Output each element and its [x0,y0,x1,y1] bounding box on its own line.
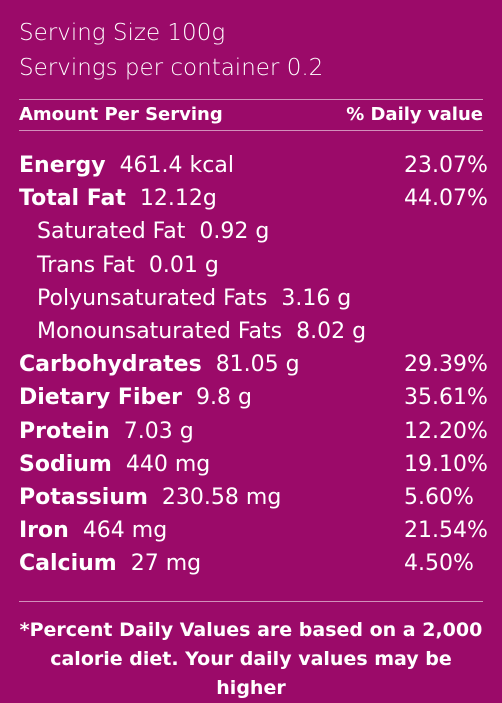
footnote-line-2: calorie diet. Your daily values may be h… [50,648,452,700]
nutrient-name: Polyunsaturated Fats [37,285,268,311]
nutrient-label: Total Fat 12.12g [19,186,217,211]
nutrient-row: Polyunsaturated Fats 3.16 g [19,282,483,315]
nutrient-name: Total Fat [19,186,126,212]
nutrient-name: Monounsaturated Fats [37,318,283,344]
nutrient-label: Polyunsaturated Fats 3.16 g [37,286,351,311]
nutrient-daily-value: 4.50% [404,551,474,577]
nutrient-amount: 12.12g [139,186,217,212]
nutrient-daily-value: 19.10% [404,451,488,477]
nutrient-name: Energy [19,153,106,178]
nutrient-label: Dietary Fiber 9.8 g [19,385,252,410]
nutrient-row: Energy 461.4 kcal 23.07% [19,149,488,182]
nutrient-row: Iron 464 mg 21.54% [19,514,488,547]
nutrient-daily-value: 29.39% [404,352,488,378]
nutrient-list: Energy 461.4 kcal 23.07% Total Fat 12.12g 4… [19,149,488,580]
nutrient-amount: 230.58 mg [161,484,282,510]
nutrient-amount: 9.8 g [196,385,252,411]
nutrient-name: Calcium [19,551,117,577]
nutrient-name: Iron [19,518,69,544]
nutrient-label: Calcium 27 mg [19,551,201,576]
nutrient-row: Potassium 230.58 mg 5.60% [19,481,483,514]
nutrient-label: Carbohydrates 81.05 g [19,352,300,377]
servings-per-container: Servings per container 0.2 [19,55,324,81]
nutrient-amount: 3.16 g [281,285,352,311]
nutrient-name: Potassium [19,484,148,510]
nutrient-row: Dietary Fiber 9.8 g 35.61% [19,381,488,414]
nutrient-row: Carbohydrates 81.05 g 29.39% [19,348,488,381]
nutrient-amount: 0.92 g [199,219,270,245]
nutrient-row: Protein 7.03 g 12.20% [19,415,488,448]
divider-top [19,99,483,100]
nutrition-facts-panel: Serving Size 100g Servings per container… [19,20,488,699]
nutrient-daily-value: 5.60% [404,484,474,510]
nutrient-label: Iron 464 mg [19,518,167,543]
nutrient-daily-value: 23.07% [404,153,488,178]
nutrient-row: Trans Fat 0.01 g [19,249,483,282]
footnote-line-1: *Percent Daily Values are based on a 2,0… [19,619,483,642]
nutrient-amount: 461.4 kcal [119,153,234,178]
nutrient-row: Saturated Fat 0.92 g [19,215,483,248]
nutrient-name: Sodium [19,451,112,477]
amount-per-serving-label: Amount Per Serving [19,104,223,125]
nutrient-label: Potassium 230.58 mg [19,485,281,510]
nutrient-row: Monounsaturated Fats 8.02 g [19,315,483,348]
nutrient-label: Energy 461.4 kcal [19,153,234,178]
nutrient-name: Saturated Fat [37,219,186,245]
nutrient-amount: 27 mg [130,551,202,577]
nutrient-row: Total Fat 12.12g 44.07% [19,182,488,215]
nutrient-daily-value: 21.54% [404,518,488,544]
nutrient-amount: 440 mg [125,451,211,477]
daily-value-label: % Daily value [346,104,483,125]
nutrient-row: Sodium 440 mg 19.10% [19,448,488,481]
nutrient-name: Protein [19,418,110,444]
serving-size: Serving Size 100g [19,20,226,46]
table-header: Amount Per Serving % Daily value [19,100,483,130]
nutrient-daily-value: 12.20% [404,418,488,444]
divider-header [19,130,483,131]
divider-bottom [19,601,483,603]
nutrient-daily-value: 35.61% [404,385,488,411]
nutrient-amount: 81.05 g [215,352,300,378]
nutrient-amount: 7.03 g [123,418,194,444]
nutrient-label: Saturated Fat 0.92 g [37,219,269,244]
footnote: *Percent Daily Values are based on a 2,0… [19,602,483,703]
nutrient-name: Dietary Fiber [19,385,183,411]
nutrient-amount: 0.01 g [148,252,219,278]
nutrient-name: Trans Fat [37,252,135,278]
nutrient-label: Monounsaturated Fats 8.02 g [37,319,366,344]
nutrient-label: Protein 7.03 g [19,419,194,444]
nutrient-row: Calcium 27 mg 4.50% [19,547,483,580]
nutrient-label: Trans Fat 0.01 g [37,253,219,278]
nutrient-amount: 464 mg [82,518,168,544]
nutrient-amount: 8.02 g [296,318,367,344]
nutrient-daily-value: 44.07% [404,186,488,212]
nutrient-label: Sodium 440 mg [19,452,210,477]
nutrient-name: Carbohydrates [19,352,202,378]
